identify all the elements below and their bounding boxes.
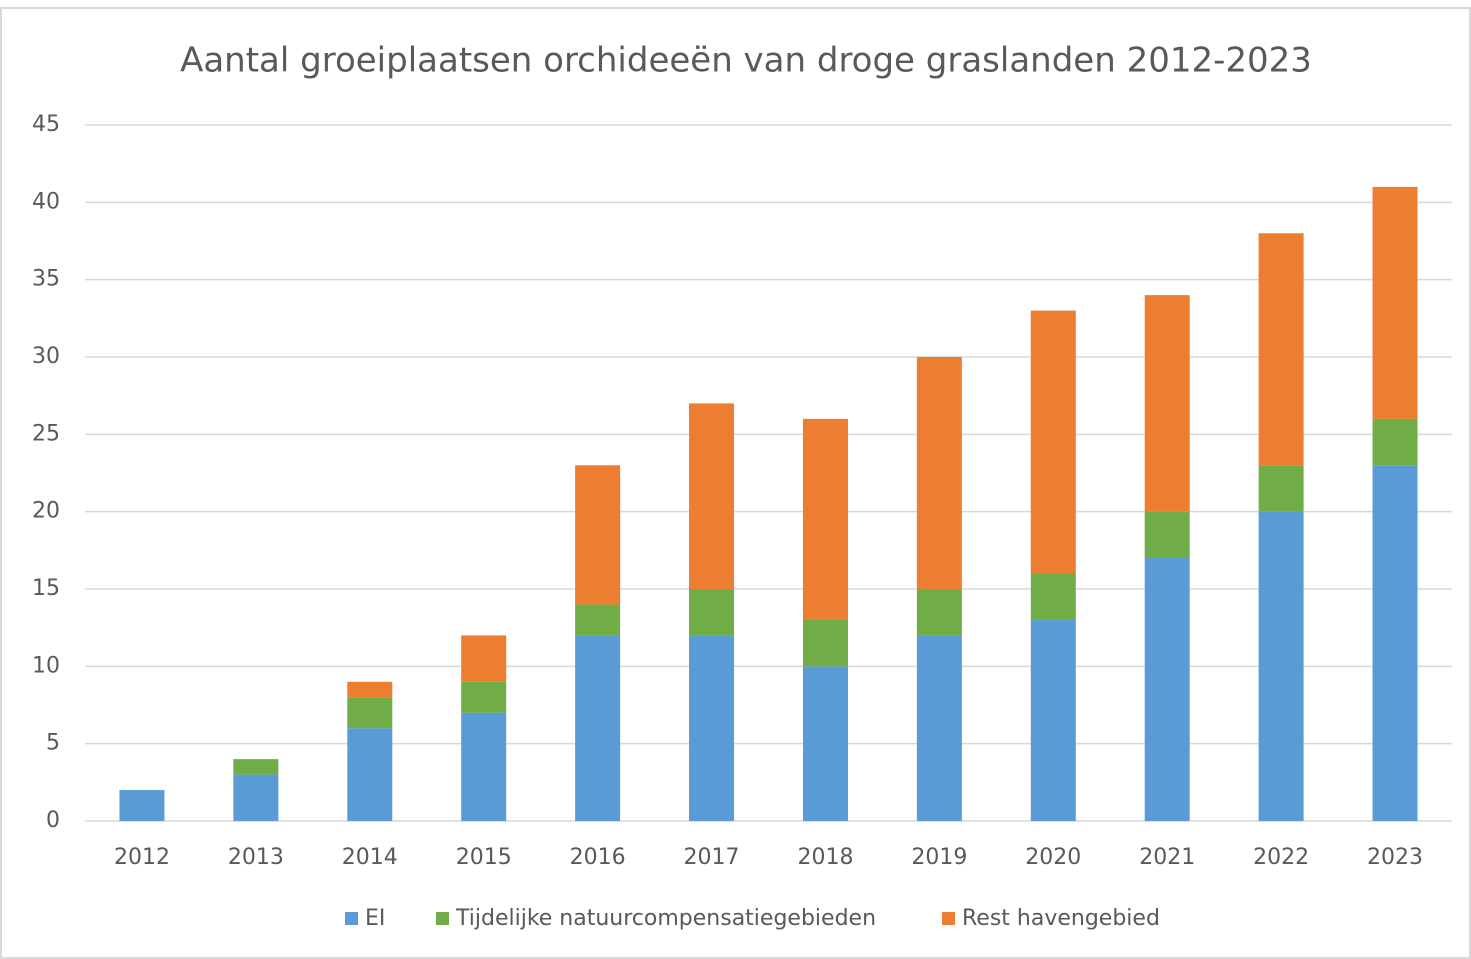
y-tick-label: 10 [32, 653, 60, 678]
bar-segment [233, 759, 279, 775]
legend-label: Rest havengebied [962, 906, 1160, 931]
bar-segment [1258, 233, 1304, 466]
y-tick-label: 5 [46, 731, 60, 756]
x-tick-label: 2019 [911, 845, 967, 870]
legend-label: EI [365, 906, 385, 931]
y-tick-label: 30 [32, 344, 60, 369]
bar-segment [1144, 295, 1190, 512]
bar-segment [689, 589, 735, 636]
bar-segment [1372, 418, 1418, 466]
x-tick-label: 2020 [1025, 845, 1081, 870]
bar-segment [1372, 186, 1418, 419]
y-tick-label: 20 [32, 499, 60, 524]
bar-segment [1030, 573, 1076, 620]
bar-segment [575, 604, 621, 636]
bar-segment [233, 774, 279, 821]
bar-segment [347, 728, 393, 821]
bar-segment [1144, 511, 1190, 559]
bar-segment [916, 357, 962, 589]
x-tick-label: 2022 [1253, 845, 1309, 870]
y-tick-label: 25 [32, 421, 60, 446]
bar-segment [802, 619, 848, 667]
chart-border [0, 7, 1471, 959]
legend-swatch [436, 912, 449, 925]
bar-segment [1030, 310, 1076, 574]
legend-swatch [942, 912, 955, 925]
bar-segment [1372, 465, 1418, 821]
bar-segment [916, 635, 962, 821]
x-tick-label: 2015 [456, 845, 512, 870]
x-tick-label: 2021 [1139, 845, 1195, 870]
bar-segment [802, 418, 848, 620]
bar-segment [802, 666, 848, 821]
x-tick-label: 2016 [570, 845, 626, 870]
bar-segment [916, 589, 962, 636]
bar-segment [1030, 619, 1076, 821]
bar-segment [461, 712, 507, 821]
bar-segment [461, 635, 507, 682]
x-tick-label: 2013 [228, 845, 284, 870]
chart-title: Aantal groeiplaatsen orchideeën van drog… [180, 41, 1312, 81]
bar-segment [575, 465, 621, 605]
bar-segment [347, 697, 393, 729]
bar-segment [461, 681, 507, 713]
y-tick-label: 35 [32, 267, 60, 292]
bar-segment [347, 681, 393, 698]
bar-segment [1258, 511, 1304, 821]
legend-label: Tijdelijke natuurcompensatiegebieden [455, 906, 876, 931]
bar-segment [689, 635, 735, 821]
bar-segment [119, 790, 165, 821]
bar-segment [689, 403, 735, 589]
x-tick-label: 2018 [797, 845, 853, 870]
y-tick-label: 40 [32, 189, 60, 214]
x-tick-label: 2014 [342, 845, 398, 870]
legend-swatch [345, 912, 358, 925]
x-tick-label: 2017 [684, 845, 740, 870]
y-tick-label: 0 [46, 808, 60, 833]
y-tick-label: 45 [32, 112, 60, 137]
bar-segment [1258, 465, 1304, 512]
x-tick-label: 2012 [114, 845, 170, 870]
bar-segment [1144, 558, 1190, 821]
y-tick-label: 15 [32, 576, 60, 601]
bar-segment [575, 635, 621, 821]
x-tick-label: 2023 [1367, 845, 1423, 870]
